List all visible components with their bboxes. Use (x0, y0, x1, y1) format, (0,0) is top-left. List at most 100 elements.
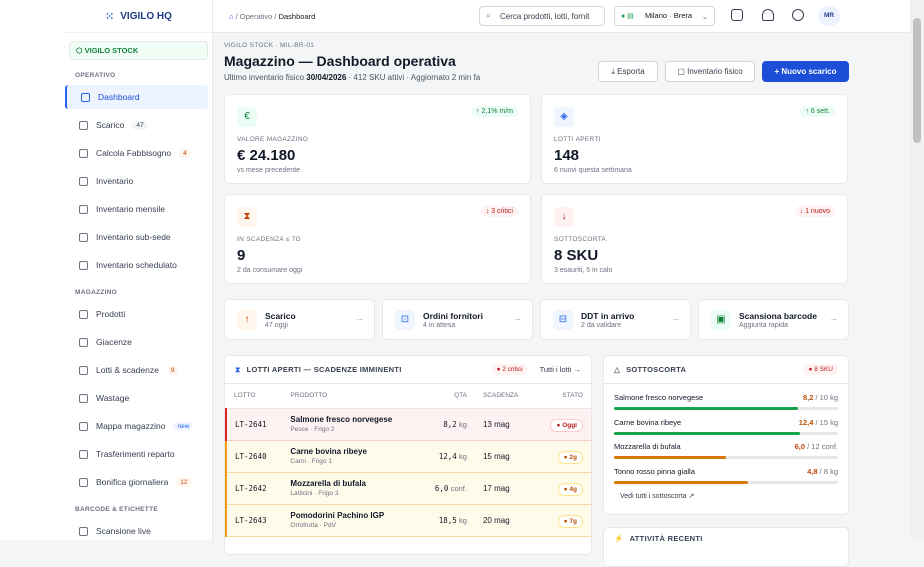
lot-row[interactable]: LT-2641 Salmone fresco norvegese Pesce · F… (225, 408, 591, 441)
lot-date: 17 mag (474, 472, 535, 505)
kpi-note: 2 da consumare oggi (237, 267, 303, 274)
status-pill: ● Oggi (550, 418, 583, 432)
unit: kg (459, 451, 467, 461)
link[interactable]: Vedi tutti i sottoscorta ↗ (620, 493, 695, 500)
kpi-label: IN SCADENZA ≤ 7G (237, 236, 301, 243)
nav-label: Wastage (96, 393, 130, 403)
nav-label: Inventario mensile (96, 204, 165, 214)
scan-icon[interactable] (731, 9, 743, 21)
product-sub: Pesce · Frigo 2 (290, 426, 335, 433)
action-card[interactable]: ⊟ DDT in arrivo 2 da validare → (540, 299, 691, 340)
nav-icon (79, 148, 88, 158)
nav-item[interactable]: Mappa magazzino new (65, 414, 208, 438)
level-bar (614, 480, 838, 484)
understock-row: Carne bovina ribeye 12,4 / 15 kg (614, 418, 838, 427)
level-fill (614, 431, 800, 435)
help-icon[interactable] (792, 9, 804, 21)
action-icon: ▣ (711, 310, 731, 330)
new-button[interactable]: + Nuovo scarico (762, 61, 849, 82)
lot-date: 13 mag (474, 408, 535, 441)
nav-item[interactable]: Inventario (65, 169, 208, 193)
crumb[interactable]: Operativo (239, 12, 273, 21)
lot-product: Pomodorini Pachino IGP Ortofrutta · PdV (282, 504, 420, 537)
nav-item[interactable]: Bonifica giornaliera 12 (65, 470, 208, 494)
org-switch[interactable]: ⬡ VIGILO STOCK (69, 41, 208, 60)
nav-badge: 4 (179, 148, 191, 158)
level: 8,2 (802, 393, 814, 402)
nav-item[interactable]: Giacenze (65, 330, 208, 354)
action-sub: 4 in attesa (423, 322, 456, 329)
qty: 18,5 (438, 515, 457, 525)
nav-icon (79, 421, 88, 431)
nav-item[interactable]: Wastage (65, 386, 208, 410)
action-card[interactable]: ↑ Scarico 47 oggi → (224, 299, 375, 340)
product-name: Salmone fresco norvegese (290, 415, 393, 424)
kpi-delta: ↓ 3 critici (480, 206, 518, 217)
action-icon: ⊡ (395, 310, 415, 330)
nav-label: Bonifica giornaliera (96, 477, 169, 487)
export-button[interactable]: ⤓ Esporta (598, 61, 658, 82)
nav-item[interactable]: Inventario schedulato (65, 253, 208, 277)
level: 12,4 (798, 417, 814, 427)
understock-header: △ SOTTOSCORTA ● 8 SKU (604, 356, 848, 384)
brand-name: VIGILO HQ (120, 10, 172, 22)
action-card[interactable]: ▣ Scansiona barcode Aggiunta rapida → (698, 299, 849, 340)
lot-row[interactable]: LT-2643 Pomodorini Pachino IGP Ortofrutta … (225, 504, 591, 537)
product-sub: Ortofrutta · PdV (290, 522, 336, 529)
lot-product: Carne bovina ribeye Carni · Frigo 1 (282, 440, 420, 473)
badge: ● 8 SKU (803, 364, 838, 375)
badge: ● 2 critici (491, 364, 528, 375)
inventory-button[interactable]: ▢ Inventario fisico (665, 61, 755, 82)
nav-item[interactable]: Inventario mensile (65, 197, 208, 221)
lot-status: ● 7g (534, 504, 591, 537)
nav-item[interactable]: Prodotti (65, 302, 208, 326)
action-sub: Aggiunta rapida (739, 322, 789, 329)
understock-row: Mozzarella di bufala 6,0 / 12 conf. (614, 442, 838, 451)
nav-item[interactable]: Scansione live (65, 519, 208, 543)
kpi-icon: ↓ (554, 207, 574, 227)
unit: kg (459, 419, 467, 429)
location-select[interactable]: ● ▤ Milano · Brera ⌄ (614, 6, 715, 26)
link[interactable]: Tutti i lotti → (539, 365, 581, 374)
lot-qty: 8,2 kg (419, 408, 475, 441)
status-pill: ● 4g (557, 482, 583, 496)
nav-item[interactable]: Lotti & scadenze 9 (65, 358, 208, 382)
action-card[interactable]: ⊡ Ordini fornitori 4 in attesa → (382, 299, 533, 340)
lot-row[interactable]: LT-2640 Carne bovina ribeye Carni · Frigo … (225, 440, 591, 473)
kpi-value: 148 (554, 147, 580, 164)
lot-date: 20 mag (474, 504, 535, 537)
lot-code: LT-2643 (225, 504, 283, 537)
nav-item[interactable]: Inventario sub-sede (65, 225, 208, 249)
kpi-delta: ↑ 2,1% m/m (471, 106, 518, 117)
scrollbar[interactable] (910, 0, 924, 540)
kpi-label: LOTTI APERTI (554, 136, 601, 143)
lot-row[interactable]: LT-2642 Mozzarella di bufala Latticini · F… (225, 472, 591, 505)
nav-icon (79, 309, 88, 319)
level-fill (614, 407, 798, 410)
notifications-icon[interactable] (762, 9, 774, 21)
product-sub: Carni · Frigo 1 (290, 458, 332, 465)
action-arrow: → (513, 313, 522, 323)
link-text: Vedi tutti i sottoscorta (620, 493, 687, 500)
nav-item[interactable]: Scarico 47 (65, 113, 208, 137)
lot-qty: 6,0 conf. (419, 472, 475, 505)
search[interactable]: ⌕ Cerca prodotti, lotti, fornit (479, 6, 605, 26)
nav-icon (79, 526, 88, 536)
nav-item[interactable]: Trasferimenti reparto (65, 442, 208, 466)
nav-icon (79, 365, 88, 375)
nav-item[interactable]: Calcola Fabbisogno 4 (65, 141, 208, 165)
nav-item[interactable]: Dashboard (65, 85, 208, 109)
qty: 6,0 (434, 483, 449, 493)
nav-label: Mappa magazzino (96, 421, 166, 431)
kpi-note: 6 nuovi questa settimana (554, 167, 632, 174)
subtitle-text: · 412 SKU attivi · Aggiornato 2 min fa (348, 73, 481, 82)
card-title: ATTIVITÀ RECENTI (629, 533, 703, 543)
nav-label: Prodotti (96, 309, 126, 319)
avatar[interactable]: MR (818, 6, 840, 26)
kpi-icon: € (237, 107, 257, 127)
understock-item: Mozzarella di bufala 6,0 / 12 conf. (614, 433, 838, 459)
lot-qty: 12,4 kg (419, 440, 475, 473)
org-name: VIGILO STOCK (84, 46, 139, 55)
item-level: 6,0 / 12 conf. (795, 442, 838, 451)
breadcrumb: ⌂ / Operativo / Dashboard (229, 12, 316, 21)
